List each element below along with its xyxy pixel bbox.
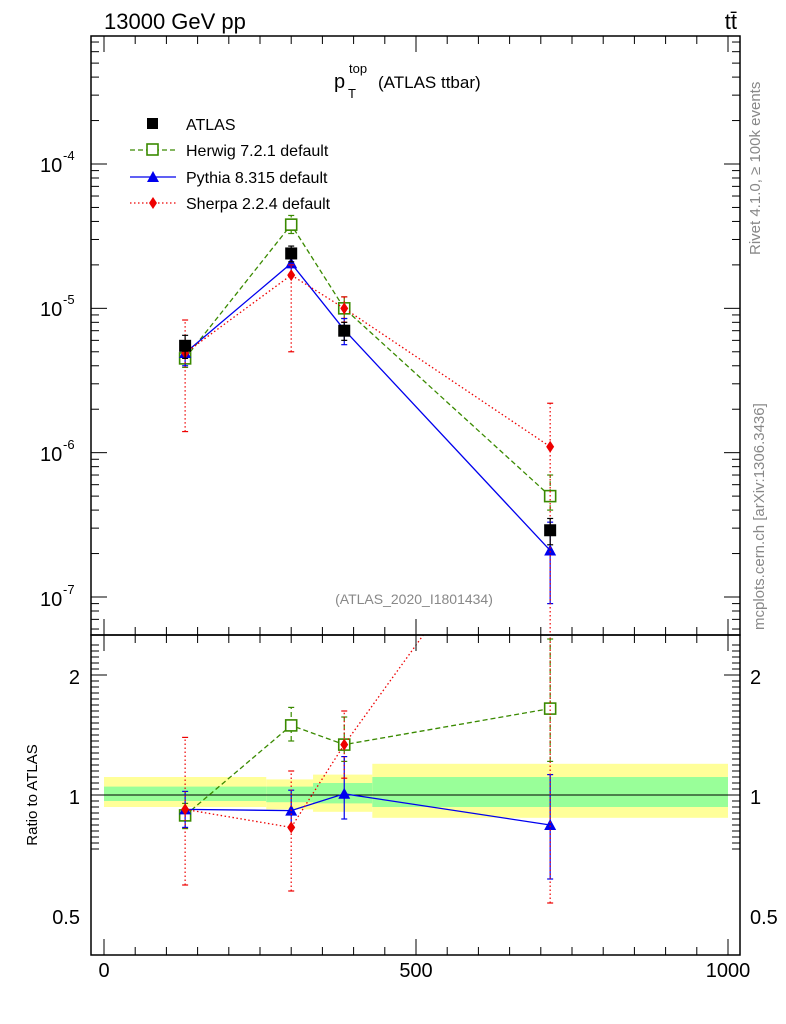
legend-label-herwig: Herwig 7.2.1 default bbox=[186, 143, 329, 160]
ratio-point-herwig-3 bbox=[543, 702, 557, 715]
legend-label-atlas: ATLAS bbox=[186, 117, 236, 134]
ratio-series-layer bbox=[178, 635, 557, 904]
ratio-ytick-label-right-0: 0.5 bbox=[750, 907, 778, 929]
legend-label-pythia: Pythia 8.315 default bbox=[186, 170, 328, 187]
main-ytick-exp-2: -5 bbox=[63, 292, 75, 307]
main-line-sherpa bbox=[184, 274, 551, 448]
plot-title: p top T (ATLAS ttbar) bbox=[334, 61, 481, 101]
main-point-pythia-3 bbox=[544, 544, 557, 556]
ratio-line-sherpa bbox=[185, 635, 425, 829]
main-ytick-exp-0: -7 bbox=[63, 582, 75, 597]
xtick-label-0: 0 bbox=[98, 960, 109, 982]
main-point-herwig-1 bbox=[284, 218, 298, 231]
ratio-ytick-label-right-1: 1 bbox=[750, 787, 761, 809]
rivet-label: Rivet 4.1.0, ≥ 100k events bbox=[747, 82, 764, 255]
main-point-pythia-1 bbox=[285, 257, 298, 269]
ratio-point-herwig-1 bbox=[284, 719, 298, 732]
main-line-pythia bbox=[184, 262, 551, 551]
legend: ATLAS Herwig 7.2.1 default Pythia 8.315 … bbox=[130, 117, 331, 213]
main-ytick-label-0: 10 bbox=[40, 589, 62, 611]
title-sub: T bbox=[348, 86, 356, 101]
main-line-herwig bbox=[184, 223, 551, 497]
ratio-point-pythia-3 bbox=[544, 819, 557, 830]
ratio-ytick-label-2: 2 bbox=[69, 667, 80, 689]
title-sup: top bbox=[349, 61, 367, 76]
analysis-id: (ATLAS_2020_I1801434) bbox=[335, 591, 493, 607]
ratio-point-sherpa-0 bbox=[181, 803, 190, 816]
main-point-sherpa-1 bbox=[287, 269, 296, 282]
main-point-sherpa-2 bbox=[340, 302, 349, 315]
main-ytick-label-3: 10 bbox=[40, 155, 62, 177]
main-point-atlas-1 bbox=[285, 247, 298, 260]
axis-ticks bbox=[91, 36, 740, 955]
main-point-sherpa-3 bbox=[546, 440, 555, 453]
xtick-label-2: 1000 bbox=[706, 960, 751, 982]
main-ytick-exp-1: -6 bbox=[63, 437, 75, 452]
main-ytick-label-2: 10 bbox=[40, 299, 62, 321]
legend-label-sherpa: Sherpa 2.2.4 default bbox=[186, 196, 331, 213]
ratio-ytick-label-right-2: 2 bbox=[750, 667, 761, 689]
main-ytick-exp-3: -4 bbox=[63, 148, 75, 163]
ratio-point-pythia-2 bbox=[338, 787, 351, 799]
main-series-layer bbox=[178, 214, 557, 635]
legend-marker-atlas bbox=[147, 118, 158, 129]
main-point-atlas-3 bbox=[544, 524, 557, 537]
ratio-line-herwig bbox=[184, 707, 551, 816]
ratio-line-pythia bbox=[185, 793, 551, 826]
main-ytick-label-1: 10 bbox=[40, 444, 62, 466]
ratio-point-sherpa-2 bbox=[340, 738, 349, 751]
ratio-point-sherpa-1 bbox=[287, 821, 296, 834]
legend-marker-pythia bbox=[147, 171, 159, 182]
xtick-label-1: 500 bbox=[399, 960, 432, 982]
main-point-atlas-0 bbox=[179, 339, 192, 352]
ratio-ytick-label-1: 1 bbox=[69, 787, 80, 809]
ratio-ytick-label-0: 0.5 bbox=[52, 907, 80, 929]
title-main: p bbox=[334, 71, 345, 93]
main-y-tick-labels: 10 -7 10 -6 10 -5 10 -4 bbox=[40, 148, 75, 611]
ratio-ylabel: Ratio to ATLAS bbox=[24, 744, 41, 845]
mcplots-label: mcplots.cern.ch [arXiv:1306.3436] bbox=[751, 403, 768, 630]
legend-marker-sherpa bbox=[149, 197, 157, 209]
title-rest: (ATLAS ttbar) bbox=[378, 73, 481, 92]
energy-label: 13000 GeV pp bbox=[104, 9, 246, 34]
ratio-y-tick-labels: 0.5 1 2 0.5 1 2 bbox=[52, 667, 778, 929]
band-inner-1 bbox=[266, 786, 314, 803]
legend-marker-herwig bbox=[146, 143, 159, 156]
main-point-atlas-2 bbox=[338, 324, 351, 337]
process-label: tt̄ bbox=[725, 9, 737, 34]
x-tick-labels: 0 500 1000 bbox=[98, 960, 750, 982]
